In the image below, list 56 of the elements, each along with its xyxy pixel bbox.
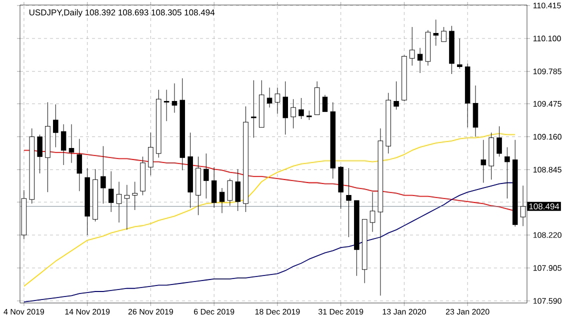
y-tick-label: 107.905 <box>533 265 562 271</box>
candlestick <box>235 168 240 212</box>
x-tick-label: 4 Nov 2019 <box>4 308 44 315</box>
chart-title: USDJPY,Daily 108.392 108.693 108.305 108.494 <box>29 9 215 18</box>
candlestick <box>457 38 462 70</box>
candlestick <box>433 19 439 46</box>
candlestick <box>211 166 217 208</box>
x-tick-label: 14 Nov 2019 <box>65 308 110 315</box>
y-tick-label: 110.415 <box>533 2 561 8</box>
candlestick <box>227 178 233 206</box>
candlestick <box>290 98 296 129</box>
candlestick <box>370 192 376 232</box>
candlestick <box>76 138 82 192</box>
candlestick <box>410 26 415 66</box>
y-tick-label: 109.160 <box>533 134 562 140</box>
y-tick-label: 109.785 <box>533 68 562 74</box>
y-tick-label: 108.220 <box>533 232 562 238</box>
y-tick-label: 109.475 <box>533 100 562 107</box>
candlestick <box>480 140 486 184</box>
candlestick <box>124 184 130 230</box>
candlestick <box>37 134 42 174</box>
candlestick <box>60 124 66 166</box>
candlestick <box>116 181 122 223</box>
candlestick <box>53 104 58 148</box>
candlestick <box>108 171 114 212</box>
candlestick <box>496 126 502 157</box>
candlestick <box>164 89 170 122</box>
candlestick <box>417 48 423 74</box>
candlestick <box>68 124 74 164</box>
candlestick <box>274 87 280 114</box>
candlestick <box>441 26 446 42</box>
candlestick <box>172 83 178 113</box>
candlestick <box>219 188 225 214</box>
y-tick-label: 107.590 <box>533 298 562 304</box>
x-tick-label: 23 Jan 2020 <box>446 308 490 315</box>
candlestick <box>504 146 510 199</box>
candlestick <box>306 110 312 120</box>
candlestick <box>266 87 272 108</box>
x-tick-label: 6 Dec 2019 <box>194 308 234 315</box>
x-tick-label: 26 Nov 2019 <box>128 308 173 315</box>
candlestick <box>148 132 154 176</box>
candlestick <box>251 80 256 138</box>
candlestick <box>282 81 288 135</box>
candlestick <box>322 94 328 112</box>
ref-line-label: 108.494 <box>529 203 560 210</box>
y-tick-label: 108.845 <box>533 166 562 173</box>
candlestick <box>204 153 209 199</box>
x-tick-label: 18 Dec 2019 <box>255 308 300 315</box>
candlestick <box>132 181 138 210</box>
candlestick <box>298 98 304 120</box>
candlestick <box>346 168 352 238</box>
x-tick-label: 31 Dec 2019 <box>318 308 364 315</box>
candlestick <box>394 81 399 110</box>
candlestick <box>100 146 106 204</box>
y-tick-label: 110.100 <box>533 36 561 42</box>
x-tick-label: 13 Jan 2020 <box>382 308 426 315</box>
